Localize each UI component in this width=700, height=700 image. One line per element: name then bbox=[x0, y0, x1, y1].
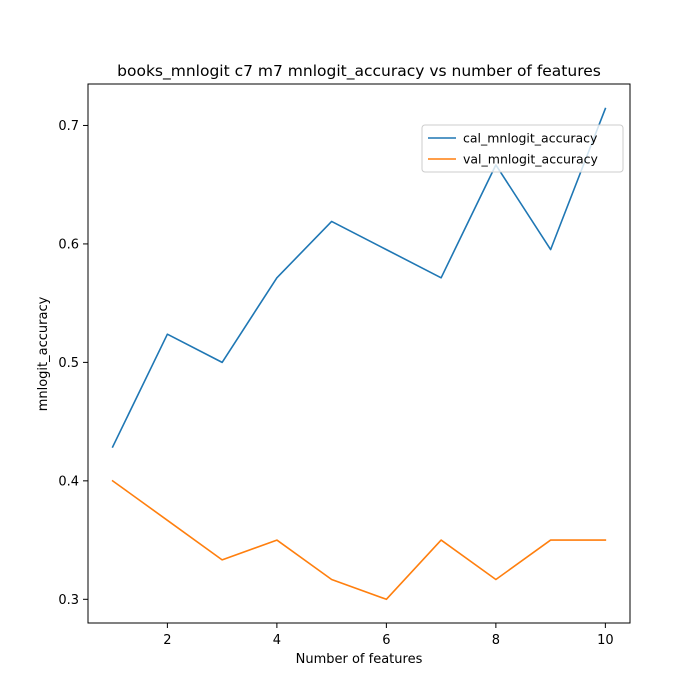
y-tick-label: 0.5 bbox=[58, 356, 79, 371]
x-tick-label: 8 bbox=[492, 633, 500, 648]
y-tick-label: 0.4 bbox=[58, 474, 79, 489]
legend-box bbox=[421, 124, 624, 173]
x-axis-title: Number of features bbox=[296, 652, 423, 667]
x-tick-label: 6 bbox=[382, 633, 390, 648]
x-axis-ticks: 2 4 6 8 10 bbox=[163, 623, 614, 648]
series-line-cal_mnlogit_accuracy bbox=[111, 107, 607, 449]
chart-title: books_mnlogit c7 m7 mnlogit_accuracy vs … bbox=[117, 62, 601, 81]
x-tick-label: 10 bbox=[597, 633, 614, 648]
series-lines bbox=[111, 107, 607, 601]
legend-label: cal_mnlogit_accuracy bbox=[463, 131, 598, 146]
y-axis-ticks: 0.3 0.4 0.5 0.6 0.7 bbox=[58, 119, 88, 608]
series-line-val_mnlogit_accuracy bbox=[111, 479, 607, 601]
x-tick-label: 4 bbox=[273, 633, 281, 648]
plot-frame bbox=[87, 83, 631, 624]
y-tick-label: 0.6 bbox=[58, 237, 79, 252]
y-axis-title: mnlogit_accuracy bbox=[36, 296, 51, 411]
y-tick-label: 0.7 bbox=[58, 119, 79, 134]
legend-label: val_mnlogit_accuracy bbox=[463, 152, 599, 167]
x-tick-label: 2 bbox=[163, 633, 171, 648]
y-tick-label: 0.3 bbox=[58, 593, 79, 608]
legend: cal_mnlogit_accuracy val_mnlogit_accuracy bbox=[421, 124, 624, 173]
